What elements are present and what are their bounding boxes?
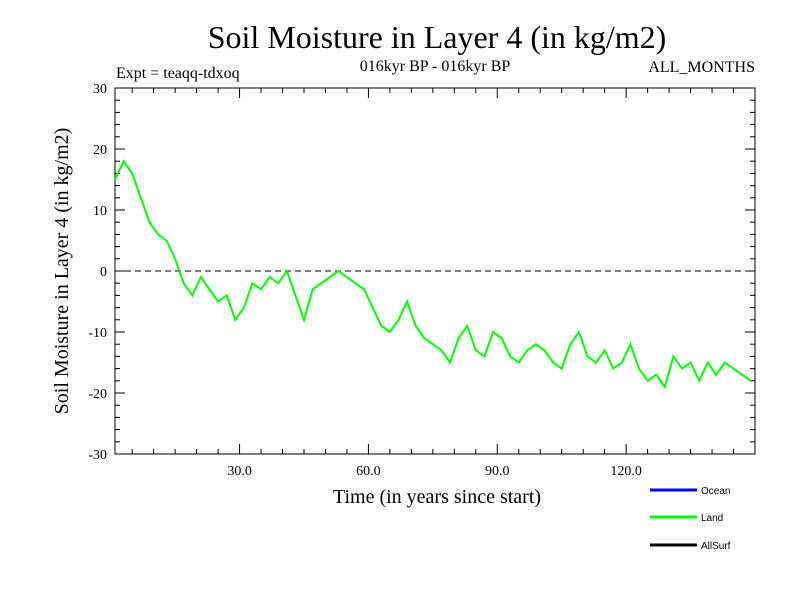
y-axis: -30 -20 -10 0 10 20 30 (88, 82, 755, 463)
period-label: 016kyr BP - 016kyr BP (360, 58, 511, 75)
plot-area: -30 -20 -10 0 10 20 30 30.0 60.0 90.0 120.0 (88, 82, 756, 479)
x-tick-label: 30.0 (227, 464, 252, 479)
y-tick-label: 0 (100, 265, 107, 280)
x-tick-label: 60.0 (356, 464, 381, 479)
series-line-land (114, 159, 752, 390)
chart-title: Soil Moisture in Layer 4 (in kg/m2) (208, 19, 667, 55)
x-axis-label: Time (in years since start) (333, 486, 541, 508)
y-tick-label: -20 (88, 387, 107, 402)
y-tick-label: -30 (88, 448, 107, 463)
y-tick-label: -10 (88, 326, 107, 341)
x-axis: 30.0 60.0 90.0 120.0 (227, 88, 642, 479)
y-tick-label: 30 (93, 82, 107, 97)
x-tick-label: 90.0 (485, 464, 510, 479)
experiment-label: Expt = teaqq-tdxoq (116, 65, 240, 82)
legend-label-land: Land (701, 513, 723, 524)
x-tick-label: 120.0 (610, 464, 642, 479)
legend: Ocean Land AllSurf (650, 486, 731, 552)
legend-label-ocean: Ocean (701, 486, 730, 497)
y-tick-label: 20 (93, 143, 107, 158)
legend-label-allsurf: AllSurf (701, 541, 731, 552)
y-tick-label: 10 (93, 204, 107, 219)
months-label: ALL_MONTHS (648, 59, 755, 76)
y-axis-label: Soil Moisture in Layer 4 (in kg/m2) (51, 128, 73, 415)
